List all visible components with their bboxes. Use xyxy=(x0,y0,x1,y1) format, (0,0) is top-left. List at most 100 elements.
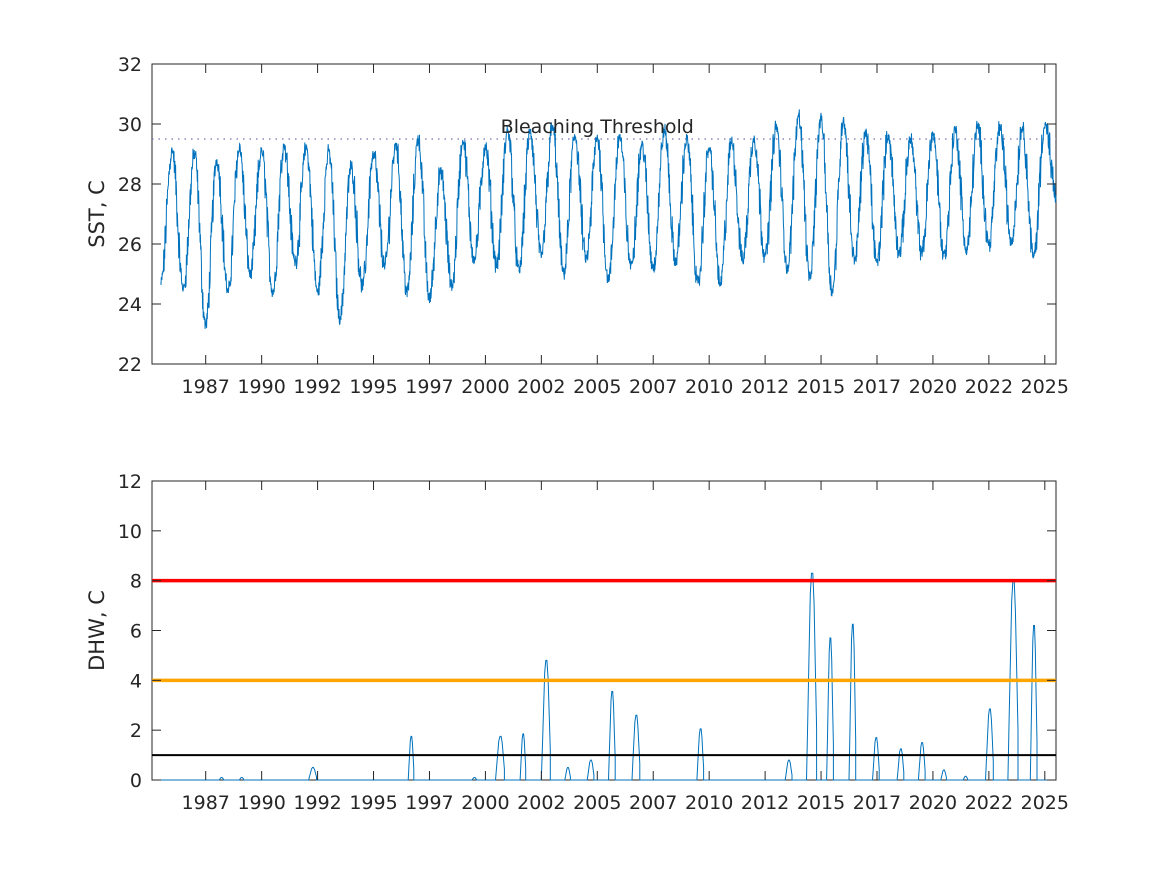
sst-extremum-point xyxy=(451,285,453,287)
x-tick-label: 1987 xyxy=(182,376,230,398)
sst-extremum-point xyxy=(294,261,296,263)
sst-extremum-point xyxy=(663,129,666,131)
sst-axes-frame xyxy=(151,63,1057,365)
sst-series-layer xyxy=(160,109,1057,329)
x-tick-label: 2017 xyxy=(853,376,901,398)
sst-extremum-point xyxy=(730,141,733,143)
sst-extremum-point xyxy=(182,288,184,290)
x-tick-label: 2020 xyxy=(909,376,957,398)
x-tick-label: 2010 xyxy=(685,376,733,398)
sst-extremum-point xyxy=(887,135,889,137)
x-tick-label: 2007 xyxy=(629,376,677,398)
sst-extremum-point xyxy=(742,258,744,260)
sst-extremum-point xyxy=(495,264,498,266)
sst-extremum-point xyxy=(350,165,352,167)
sst-x-ticks: 1987 1990 1992 1995 1997 2000 2002 2005 2007 2010… xyxy=(182,64,1069,398)
y-tick-label: 24 xyxy=(118,294,142,316)
sst-extremum-point xyxy=(462,141,464,143)
y-tick-label: 22 xyxy=(118,354,142,376)
sst-extremum-point xyxy=(406,291,408,293)
sst-extremum-point xyxy=(999,126,1001,128)
sst-extremum-point xyxy=(238,147,240,149)
sst-extremum-point xyxy=(798,114,800,116)
sst-extremum-point xyxy=(1021,126,1024,128)
y-tick-label: 0 xyxy=(130,770,142,792)
y-tick-label: 28 xyxy=(118,174,142,196)
sst-extremum-point xyxy=(865,132,867,134)
dhw-x-ticks: 1987 1990 1992 1995 1997 2000 2002 2005 2007 2010… xyxy=(182,481,1069,814)
sst-extremum-point xyxy=(988,243,990,245)
x-tick-label: 2002 xyxy=(517,376,565,398)
sst-extremum-point xyxy=(551,126,554,128)
sst-extremum-point xyxy=(809,276,811,278)
x-tick-label: 2012 xyxy=(741,376,789,398)
sst-extremum-point xyxy=(507,129,509,131)
sst-extremum-point xyxy=(417,138,419,140)
sst-extremum-point xyxy=(1055,195,1057,197)
x-tick-label: 2000 xyxy=(461,792,509,814)
sst-extremum-point xyxy=(831,291,833,293)
sst-extremum-point xyxy=(898,252,900,254)
sst-extremum-point xyxy=(272,291,274,293)
sst-extremum-point xyxy=(932,132,934,134)
x-tick-label: 2005 xyxy=(573,376,621,398)
x-tick-label: 2010 xyxy=(685,792,733,814)
x-tick-label: 2025 xyxy=(1021,792,1069,814)
sst-extremum-point xyxy=(686,138,688,140)
x-tick-label: 2007 xyxy=(629,792,677,814)
sst-extremum-point xyxy=(977,126,979,128)
x-tick-label: 2015 xyxy=(797,792,845,814)
sst-extremum-point xyxy=(395,144,397,146)
sst-extremum-point xyxy=(842,120,845,122)
sst-extremum-point xyxy=(652,267,654,269)
y-tick-label: 10 xyxy=(118,521,142,543)
sst-extremum-point xyxy=(328,150,330,152)
x-tick-label: 2022 xyxy=(965,792,1013,814)
sst-y-axis-label: SST, C xyxy=(85,180,109,248)
x-tick-label: 2015 xyxy=(797,376,845,398)
x-tick-label: 1997 xyxy=(405,376,453,398)
sst-extremum-point xyxy=(574,135,576,137)
x-tick-label: 1995 xyxy=(349,376,397,398)
sst-extremum-point xyxy=(719,282,721,284)
sst-extremum-point xyxy=(921,252,923,254)
sst-extremum-point xyxy=(786,267,789,269)
y-tick-label: 12 xyxy=(118,471,142,493)
sst-extremum-point xyxy=(227,291,229,293)
sst-extremum-point xyxy=(171,150,173,152)
sst-extremum-point xyxy=(339,318,341,320)
sst-extremum-point xyxy=(428,297,431,299)
sst-series-line xyxy=(160,109,1057,329)
x-tick-label: 1995 xyxy=(349,792,397,814)
sst-extremum-point xyxy=(641,144,643,146)
sst-extremum-point xyxy=(876,261,878,263)
sst-extremum-point xyxy=(854,258,856,260)
sst-extremum-point xyxy=(540,255,542,257)
sst-extremum-point xyxy=(563,273,565,275)
sst-extremum-point xyxy=(484,147,487,149)
y-tick-label: 4 xyxy=(130,670,142,692)
sst-extremum-point xyxy=(820,117,822,119)
x-tick-label: 1997 xyxy=(405,792,453,814)
sst-extremum-point xyxy=(384,264,386,266)
sst-extremum-point xyxy=(708,147,710,149)
sst-extremum-point xyxy=(909,138,912,140)
x-tick-label: 1992 xyxy=(293,376,341,398)
x-tick-label: 1990 xyxy=(237,376,285,398)
x-tick-label: 2017 xyxy=(853,792,901,814)
sst-extremum-point xyxy=(585,258,587,260)
sst-extremum-point xyxy=(1033,255,1035,257)
sst-extremum-point xyxy=(954,129,956,131)
sst-extremum-point xyxy=(249,273,252,275)
sst-extremum-point xyxy=(607,279,610,281)
sst-extremum-point xyxy=(518,270,520,272)
sst-extremum-point xyxy=(596,138,598,140)
y-tick-label: 26 xyxy=(118,234,142,256)
x-tick-label: 2020 xyxy=(909,792,957,814)
x-tick-label: 1992 xyxy=(293,792,341,814)
y-tick-label: 30 xyxy=(118,114,142,136)
sst-y-ticks: 22 24 26 28 30 32 xyxy=(118,54,1056,376)
sst-extremum-point xyxy=(764,255,766,257)
sst-extremum-point xyxy=(193,153,196,155)
